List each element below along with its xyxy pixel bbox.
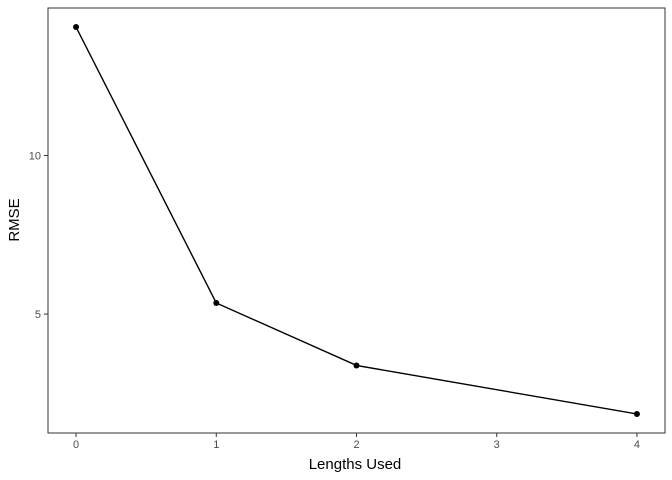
x-axis-title: Lengths Used	[309, 456, 402, 473]
data-point	[353, 362, 360, 369]
y-axis-title: RMSE	[6, 198, 23, 241]
series-line	[75, 26, 638, 415]
x-tick-label: 3	[494, 439, 500, 451]
y-axis-ticks: 5 10	[29, 150, 48, 321]
x-axis-ticks: 0 1 2 3 4	[73, 433, 640, 451]
x-tick-label: 0	[73, 439, 79, 451]
data-point	[213, 299, 220, 306]
y-tick-label: 10	[29, 150, 41, 162]
x-tick-label: 2	[353, 439, 359, 451]
data-point	[633, 410, 640, 417]
y-tick-label: 5	[35, 309, 41, 321]
x-tick-label: 4	[634, 439, 640, 451]
x-tick-label: 1	[213, 439, 219, 451]
data-marks	[73, 24, 640, 417]
data-point	[73, 24, 80, 31]
